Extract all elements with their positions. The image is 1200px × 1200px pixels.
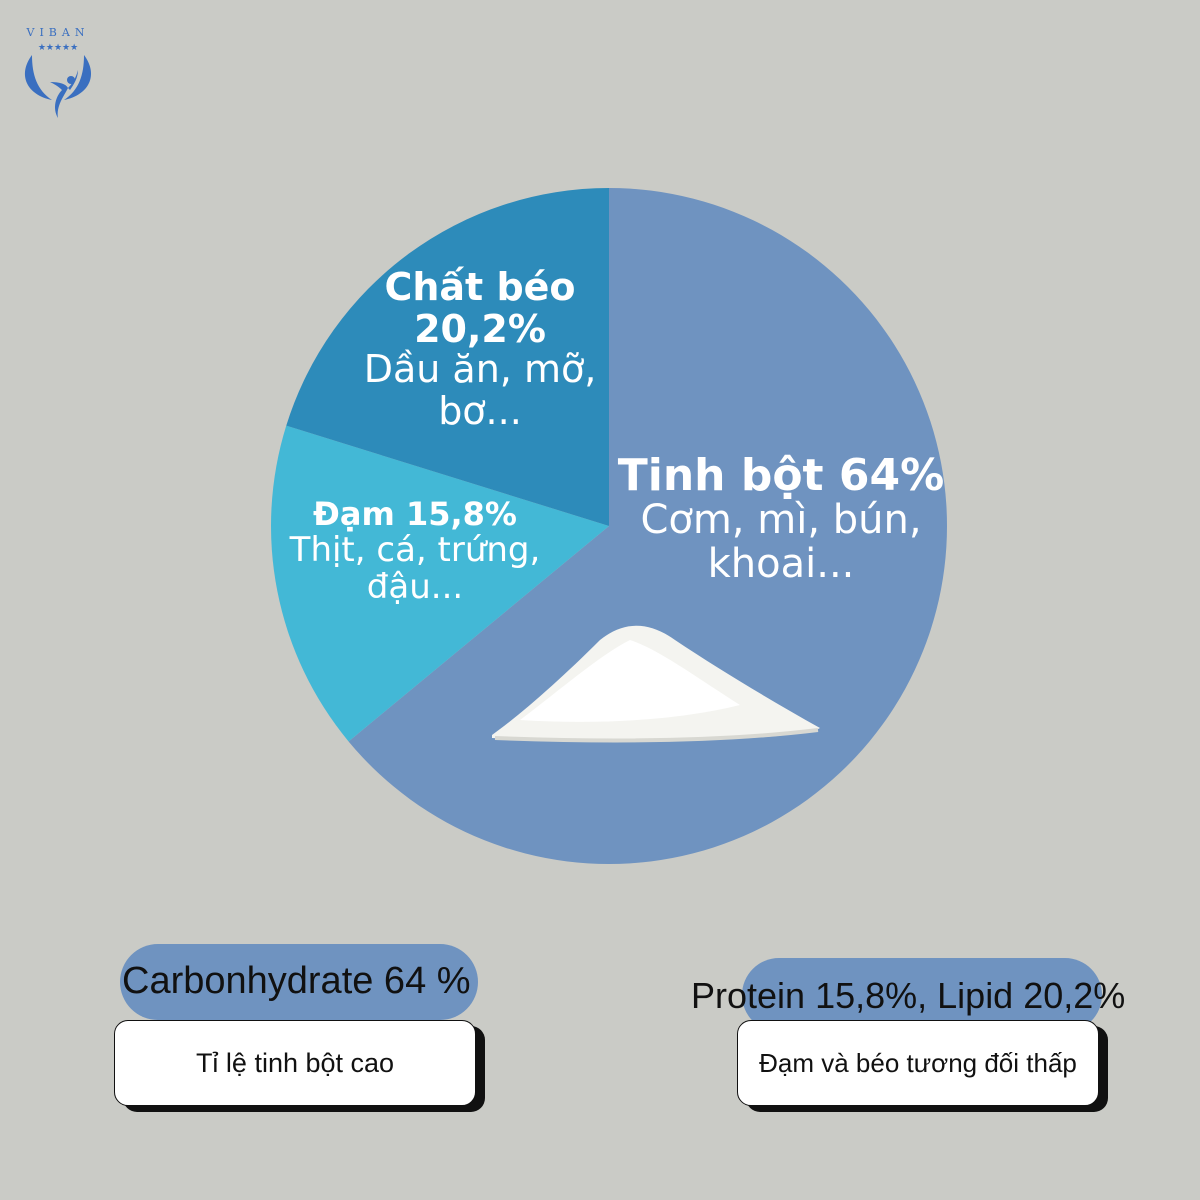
carbohydrate-note-card: Tỉ lệ tinh bột cao	[114, 1020, 476, 1106]
slice-description-2: Thịt, cá, trứng,	[289, 530, 541, 570]
svg-text:★★★★★: ★★★★★	[38, 43, 78, 53]
pie-slice-3	[286, 188, 609, 526]
slice-label-1: Tinh bột 64%	[618, 450, 944, 501]
protein-lipid-pill	[742, 958, 1102, 1032]
pie-slice-1	[348, 188, 948, 864]
slice-description-1: Cơm, mì, bún,	[640, 497, 921, 543]
slice-description-1: khoai...	[708, 541, 855, 587]
carbohydrate-headline: Carbonhydrate 64 %	[122, 960, 471, 1002]
rice-pile-image	[492, 625, 820, 743]
slice-label-2: Đạm 15,8%	[313, 495, 517, 533]
protein-lipid-note-card: Đạm và béo tương đối thấp	[737, 1020, 1099, 1106]
svg-text:VIBAN: VIBAN	[26, 26, 90, 39]
viban-logo: VIBAN ★★★★★	[24, 26, 92, 118]
slice-description-2: đậu...	[367, 567, 463, 607]
slice-description-3: Dầu ăn, mỡ,	[364, 347, 597, 391]
slice-label-3: 20,2%	[414, 307, 546, 351]
slice-label-3: Chất béo	[384, 265, 575, 309]
protein-lipid-headline: Protein 15,8%, Lipid 20,2%	[691, 975, 1126, 1016]
pie-slice-2	[271, 425, 609, 742]
carbohydrate-pill	[120, 944, 478, 1020]
slice-description-3: bơ...	[438, 389, 522, 433]
